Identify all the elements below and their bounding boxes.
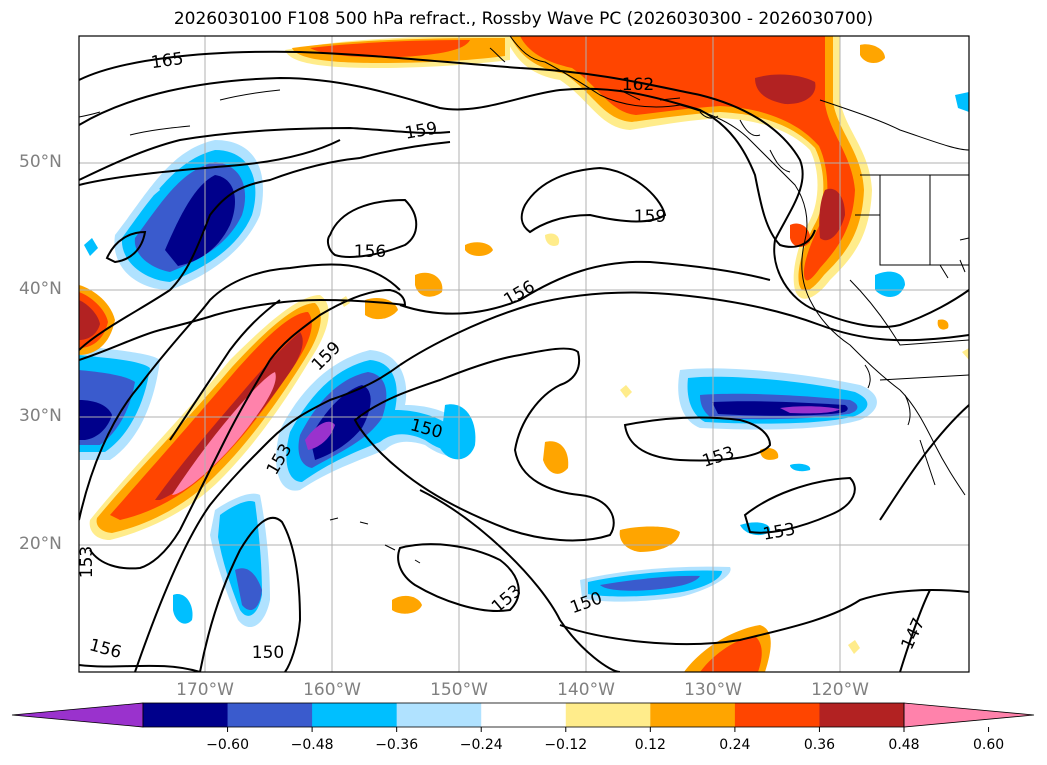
colorbar-extension-max	[903, 702, 1035, 728]
positive-anomaly-areas	[79, 36, 969, 672]
map-title: 2026030100 F108 500 hPa refract., Rossby…	[173, 9, 874, 29]
contour-label: 153	[77, 546, 97, 578]
colorbar-segment	[565, 703, 651, 727]
colorbar-segment	[312, 703, 398, 727]
longitude-label: 160°W	[303, 680, 361, 700]
colorbar-segment	[227, 703, 313, 727]
colorbar-outline	[142, 702, 905, 728]
latitude-label: 50°N	[19, 152, 62, 172]
colorbar-extension-min	[11, 702, 144, 728]
contour-label: 159	[634, 207, 666, 227]
longitude-label: 150°W	[430, 680, 488, 700]
colorbar-segment	[481, 703, 567, 727]
map-frame	[78, 35, 970, 673]
longitude-label: 170°W	[176, 680, 234, 700]
latitude-label: 20°N	[19, 534, 62, 554]
colorbar-tick-label: −0.12	[544, 737, 588, 753]
colorbar-tick-label: 0.12	[634, 737, 666, 753]
colorbar-segment	[650, 703, 736, 727]
colorbar-tick-label: −0.24	[459, 737, 503, 753]
contour-lines	[79, 50, 969, 672]
colorbar-segments	[11, 702, 1035, 732]
contour-label: 150	[252, 643, 284, 663]
contour-label: 156	[354, 242, 386, 262]
latitude-label: 40°N	[19, 279, 62, 299]
colorbar-segment	[734, 703, 820, 727]
longitude-label: 140°W	[557, 680, 615, 700]
colorbar-tick-label: 0.36	[803, 737, 836, 753]
colorbar-tick-label: −0.60	[206, 737, 249, 753]
longitude-label: 120°W	[811, 680, 869, 700]
colorbar-tick-label: 0.48	[888, 737, 920, 753]
gridlines	[79, 36, 969, 672]
negative-anomaly-areas	[79, 92, 969, 628]
colorbar-tick-label: 0.24	[719, 737, 751, 753]
coastlines	[79, 36, 969, 564]
contour-label: 165	[150, 49, 185, 73]
contour-label: 162	[622, 75, 654, 95]
colorbar-tick-label: −0.36	[375, 737, 419, 753]
colorbar-segment	[819, 703, 905, 727]
colorbar-segment	[143, 703, 229, 727]
longitude-label: 130°W	[684, 680, 742, 700]
colorbar-segment	[396, 703, 482, 727]
colorbar-tick-label: 0.60	[972, 737, 1005, 753]
colorbar-tick-label: −0.48	[290, 737, 334, 753]
map-plot: 165 162 159 159 159 156 156 153 150 153 …	[77, 35, 970, 673]
latitude-label: 30°N	[19, 406, 62, 426]
